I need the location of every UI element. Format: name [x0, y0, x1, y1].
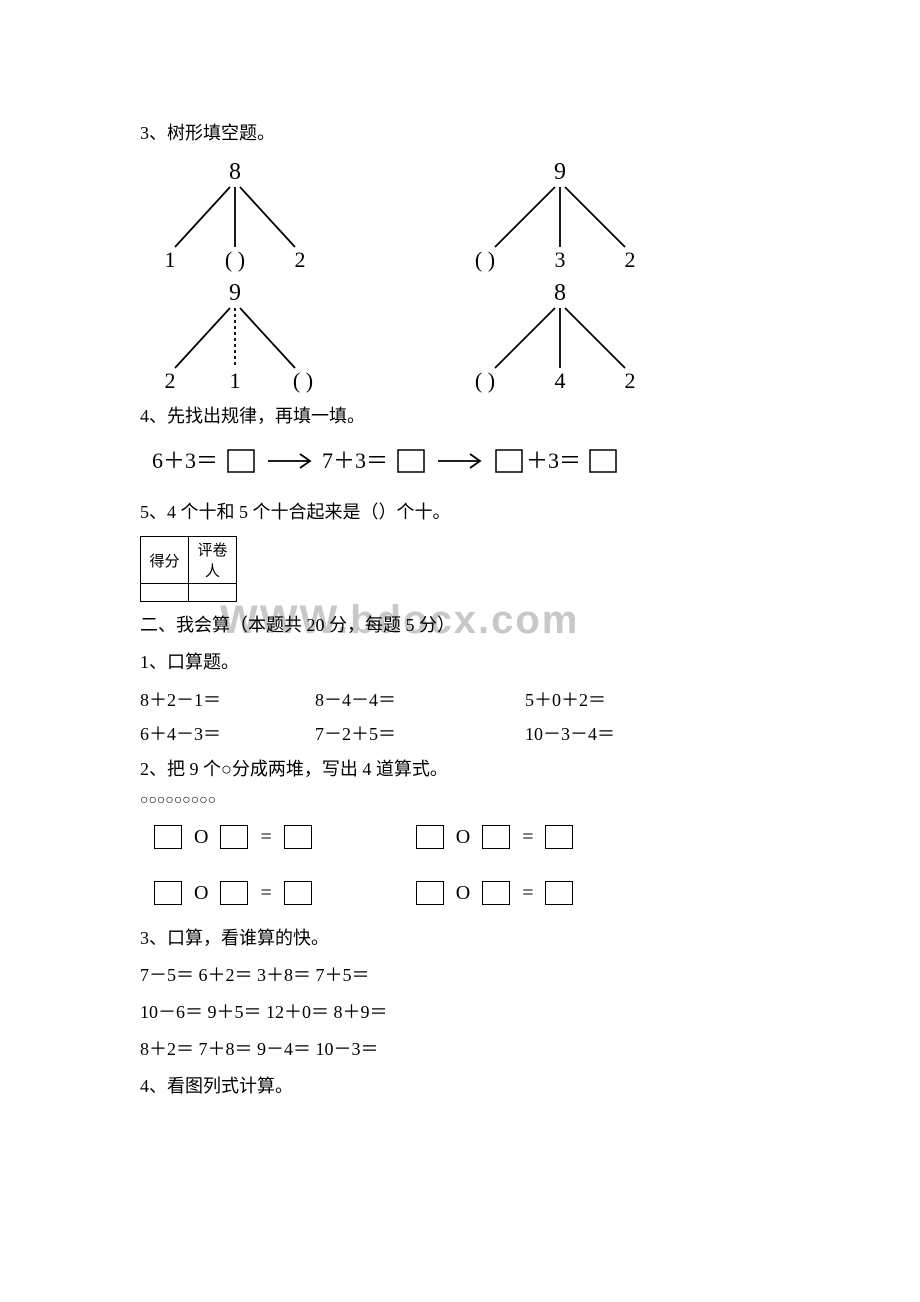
q2-1-row1: 8＋2－1＝ 8－4－4＝ 5＋0＋2＝ — [140, 686, 780, 712]
tree-col-right: 9 ( ) 3 2 8 ( ) 4 2 — [450, 157, 660, 393]
eq-line-1: О = — [152, 825, 314, 849]
equals-icon: = — [260, 826, 271, 849]
tree4-leaf2: 4 — [555, 368, 566, 393]
q2-1-r2c2: 7－2＋5＝ — [315, 720, 525, 746]
box-icon — [284, 881, 312, 905]
q4-c: ＋3＝ — [526, 448, 581, 473]
q2-3-r3: 8＋2＝ 7＋8＝ 9－4＝ 10－3＝ — [140, 1036, 780, 1063]
q2-1-row2: 6＋4－3＝ 7－2＋5＝ 10－3－4＝ — [140, 720, 780, 746]
q2-4-title: 4、看图列式计算。 — [140, 1073, 780, 1100]
box-icon — [545, 825, 573, 849]
q2-3-r2: 10－6＝ 9＋5＝ 12＋0＝ 8＋9＝ — [140, 999, 780, 1026]
q2-1-title: 1、口算题。 — [140, 649, 780, 676]
tree-3: 9 ( ) 3 2 — [450, 157, 660, 272]
score-h1: 得分 — [141, 537, 189, 584]
circle-icon: О — [456, 826, 470, 849]
box-icon — [416, 881, 444, 905]
tree3-leaf2: 3 — [555, 247, 566, 272]
q5-text: 5、4 个十和 5 个十合起来是（）个十。 — [140, 499, 780, 526]
box-icon — [154, 881, 182, 905]
q3-title: 3、树形填空题。 — [140, 120, 780, 147]
q4-a: 6＋3＝ — [152, 448, 218, 473]
tree2-leaf3: ( ) — [293, 368, 313, 393]
box-icon — [482, 825, 510, 849]
circle-icon: О — [456, 882, 470, 905]
tree1-top: 8 — [229, 159, 241, 185]
q2-3-title: 3、口算，看谁算的快。 — [140, 925, 780, 952]
q2-1-r2c1: 6＋4－3＝ — [140, 720, 315, 746]
q2-1-r2c3: 10－3－4＝ — [525, 720, 705, 746]
tree-4: 8 ( ) 4 2 — [450, 278, 660, 393]
tree3-top: 9 — [554, 159, 566, 185]
q4-pattern: 6＋3＝ 7＋3＝ ＋3＝ — [140, 440, 780, 489]
circle-icon: О — [194, 826, 208, 849]
equals-icon: = — [260, 882, 271, 905]
box-icon — [482, 881, 510, 905]
box-icon — [220, 825, 248, 849]
q2-1-r1c3: 5＋0＋2＝ — [525, 686, 705, 712]
tree4-leaf3: 2 — [625, 368, 636, 393]
tree-col-left: 8 1 ( ) 2 9 2 1 ( ) — [140, 157, 330, 393]
equals-icon: = — [522, 882, 533, 905]
equation-boxes: О = О = О = О — [140, 815, 780, 915]
eq-line-3: О = — [152, 881, 314, 905]
box-icon — [416, 825, 444, 849]
q4-b: 7＋3＝ — [322, 448, 388, 473]
tree2-top: 9 — [229, 280, 241, 306]
tree-2: 9 2 1 ( ) — [140, 278, 330, 393]
sec2-title: 二、我会算（本题共 20 分，每题 5 分） — [140, 612, 780, 639]
tree1-leaf1: 1 — [165, 247, 176, 272]
tree4-leaf1: ( ) — [475, 368, 495, 393]
q2-3-r1: 7－5＝ 6＋2＝ 3＋8＝ 7＋5＝ — [140, 962, 780, 989]
tree1-leaf3: 2 — [295, 247, 306, 272]
box-icon — [284, 825, 312, 849]
q4-title: 4、先找出规律，再填一填。 — [140, 403, 780, 430]
eq-line-4: О = — [414, 881, 576, 905]
tree4-top: 8 — [554, 280, 566, 306]
tree2-leaf2: 1 — [230, 368, 241, 393]
equals-icon: = — [522, 826, 533, 849]
tree1-leaf2: ( ) — [225, 247, 245, 272]
tree3-leaf3: 2 — [625, 247, 636, 272]
q2-1-r1c1: 8＋2－1＝ — [140, 686, 315, 712]
score-cell-1 — [141, 584, 189, 602]
box-icon — [220, 881, 248, 905]
q2-2-circles: ○○○○○○○○○ — [140, 793, 780, 809]
tree-1: 8 1 ( ) 2 — [140, 157, 330, 272]
score-cell-2 — [189, 584, 237, 602]
tree2-leaf1: 2 — [165, 368, 176, 393]
eq-line-2: О = — [414, 825, 576, 849]
box-icon — [545, 881, 573, 905]
score-table: 得分 评卷人 — [140, 536, 237, 602]
tree3-leaf1: ( ) — [475, 247, 495, 272]
q2-2-title: 2、把 9 个○分成两堆，写出 4 道算式。 — [140, 756, 780, 783]
trees-row: 8 1 ( ) 2 9 2 1 ( ) 9 — [140, 157, 780, 393]
box-icon — [154, 825, 182, 849]
q2-1-r1c2: 8－4－4＝ — [315, 686, 525, 712]
circle-icon: О — [194, 882, 208, 905]
score-h2: 评卷人 — [189, 537, 237, 584]
